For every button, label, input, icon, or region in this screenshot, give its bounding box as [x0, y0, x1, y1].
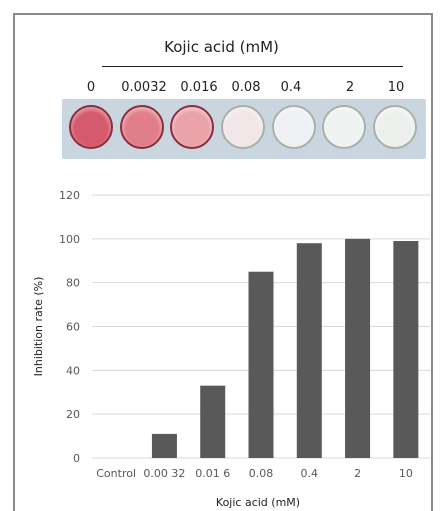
- y-axis-title: Inhibition rate (%): [32, 277, 45, 377]
- x-axis-title: Kojic acid (mM): [216, 496, 300, 509]
- concentration-label: 0.4: [280, 80, 302, 95]
- well: [69, 105, 113, 149]
- y-tick-label: 20: [66, 408, 80, 421]
- y-tick-label: 40: [66, 364, 80, 377]
- well: [373, 105, 417, 149]
- y-tick-label: 80: [66, 277, 80, 290]
- y-tick-label: 120: [59, 189, 80, 202]
- x-tick-label: 0.00 32: [143, 467, 185, 480]
- y-tick-label: 100: [59, 233, 80, 246]
- concentration-label: 0: [86, 80, 96, 95]
- photo-title-rule: [102, 66, 403, 67]
- bar-chart: 0 20 40 60 80 100 120 Control 0.00 32 0.01 6 0.08 0…: [32, 189, 430, 509]
- y-tick-label: 0: [73, 452, 80, 465]
- x-tick-label: 10: [399, 467, 413, 480]
- figure-frame: [13, 13, 433, 511]
- well: [221, 105, 265, 149]
- bar: [200, 385, 226, 458]
- x-tick-label: Control: [96, 467, 136, 480]
- x-tick-label: 0.08: [249, 467, 274, 480]
- concentration-label: 0.016: [180, 80, 218, 95]
- well-plate-photo: [62, 99, 426, 159]
- concentration-label: 0.08: [231, 80, 261, 95]
- bar: [345, 238, 371, 458]
- well: [322, 105, 366, 149]
- well: [120, 105, 164, 149]
- photo-title: Kojic acid (mM): [164, 38, 279, 56]
- bar: [151, 433, 177, 458]
- bar: [248, 271, 274, 458]
- concentration-label: 2: [345, 80, 355, 95]
- x-tick-label: 0.4: [301, 467, 319, 480]
- bar: [296, 243, 322, 458]
- x-tick-label: 0.01 6: [195, 467, 230, 480]
- concentration-label: 0.0032: [121, 80, 167, 95]
- well: [272, 105, 316, 149]
- x-tick-label: 2: [354, 467, 361, 480]
- bar: [393, 241, 419, 458]
- concentration-label: 10: [387, 80, 405, 95]
- y-tick-label: 60: [66, 321, 80, 334]
- well: [170, 105, 214, 149]
